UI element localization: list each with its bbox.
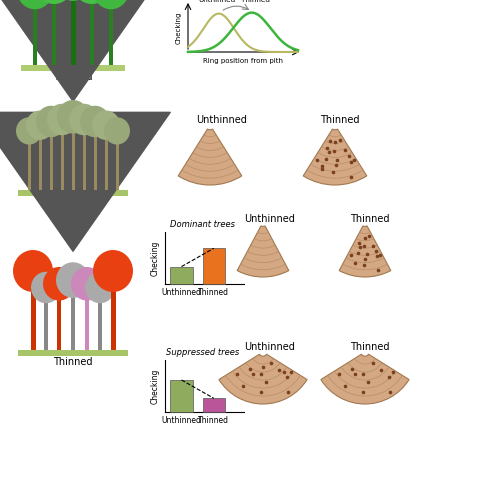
Wedge shape: [303, 129, 367, 185]
Bar: [39, 135, 42, 190]
Bar: [60, 130, 63, 190]
Bar: [104, 135, 108, 190]
Wedge shape: [237, 226, 289, 277]
Wedge shape: [178, 129, 242, 185]
Bar: [98, 298, 102, 350]
Bar: [33, 3, 37, 65]
Ellipse shape: [93, 250, 133, 292]
Text: Unthinned: Unthinned: [198, 0, 235, 2]
Bar: [83, 130, 85, 190]
Wedge shape: [321, 354, 409, 404]
Text: Thinned: Thinned: [350, 342, 390, 352]
Bar: [115, 140, 118, 190]
Bar: [71, 292, 75, 350]
Ellipse shape: [17, 0, 53, 10]
Bar: [202, 398, 225, 412]
Ellipse shape: [93, 0, 129, 10]
Text: Unthinned: Unthinned: [161, 288, 201, 297]
Text: Unthinned: Unthinned: [244, 342, 296, 352]
Bar: [170, 266, 193, 284]
Text: Unthinned: Unthinned: [244, 214, 296, 224]
Text: Checking: Checking: [176, 12, 182, 44]
Bar: [85, 295, 89, 350]
Ellipse shape: [57, 100, 89, 134]
Ellipse shape: [80, 106, 110, 137]
Text: Thinned: Thinned: [198, 288, 229, 297]
Ellipse shape: [13, 250, 53, 292]
Ellipse shape: [85, 272, 115, 303]
Bar: [30, 285, 35, 350]
Text: Dominant trees: Dominant trees: [170, 220, 235, 229]
Ellipse shape: [104, 117, 130, 144]
Ellipse shape: [72, 0, 112, 4]
Ellipse shape: [16, 117, 42, 144]
Text: Thinned: Thinned: [242, 0, 270, 2]
Ellipse shape: [26, 110, 54, 140]
Text: Thinned: Thinned: [198, 416, 229, 425]
Ellipse shape: [92, 110, 120, 140]
Wedge shape: [339, 226, 391, 277]
Text: Suppressed trees: Suppressed trees: [166, 348, 239, 357]
Text: Thinned: Thinned: [320, 115, 360, 125]
Bar: [170, 380, 193, 412]
Bar: [28, 140, 30, 190]
Text: Checking: Checking: [151, 240, 160, 276]
Bar: [71, 0, 75, 65]
Text: Ring position from pith: Ring position from pith: [203, 58, 283, 64]
Bar: [52, 0, 56, 65]
Text: Thinned: Thinned: [350, 214, 390, 224]
Ellipse shape: [34, 0, 74, 4]
Text: Unthinned: Unthinned: [161, 416, 201, 425]
Text: Thinned: Thinned: [53, 357, 93, 367]
Text: Checking: Checking: [151, 368, 160, 404]
Bar: [202, 248, 225, 284]
Bar: [21, 65, 125, 71]
Bar: [109, 3, 113, 65]
Bar: [94, 132, 97, 190]
Bar: [111, 285, 115, 350]
Text: Unthinned: Unthinned: [47, 198, 99, 208]
Bar: [90, 0, 94, 65]
Ellipse shape: [47, 104, 77, 135]
Bar: [49, 132, 53, 190]
Ellipse shape: [31, 272, 61, 303]
Ellipse shape: [71, 267, 103, 300]
Ellipse shape: [69, 104, 99, 135]
Ellipse shape: [56, 262, 90, 298]
Text: Unthinned: Unthinned: [197, 115, 247, 125]
Ellipse shape: [43, 267, 75, 300]
Bar: [18, 350, 128, 356]
Bar: [18, 190, 128, 196]
Bar: [57, 295, 61, 350]
Wedge shape: [219, 354, 307, 404]
Ellipse shape: [36, 106, 66, 137]
Bar: [44, 298, 48, 350]
Text: Thinned: Thinned: [53, 72, 93, 82]
Bar: [71, 128, 74, 190]
